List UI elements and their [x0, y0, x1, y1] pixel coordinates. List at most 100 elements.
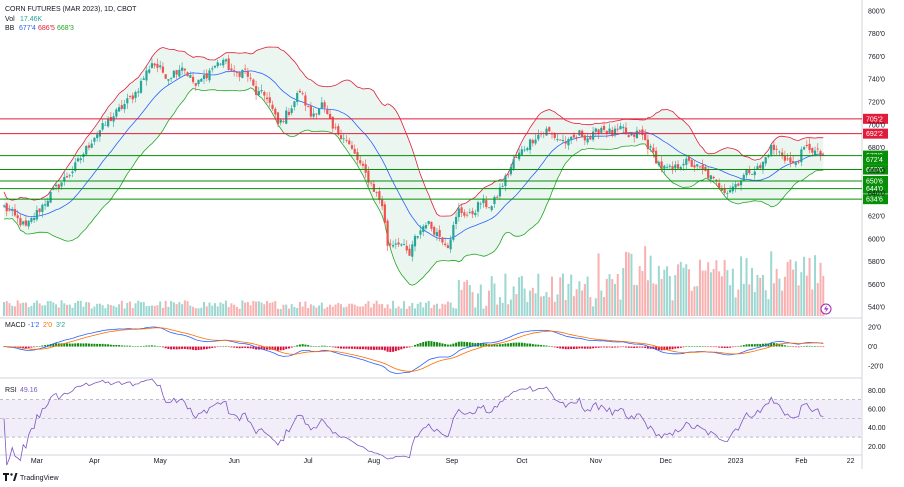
candle [594, 127, 597, 136]
volume-bar [682, 267, 685, 316]
candle [548, 126, 551, 133]
macd-histogram-bar [781, 344, 784, 347]
macd-histogram-bar [164, 346, 167, 349]
candle-body [767, 156, 770, 158]
candle [153, 62, 156, 69]
candle-body [216, 62, 219, 67]
volume-bar [611, 279, 614, 316]
volume-bar [178, 302, 181, 316]
volume-bar [515, 294, 518, 316]
candle [22, 220, 25, 226]
macd-histogram-bar [715, 346, 718, 348]
volume-bar [290, 304, 293, 316]
volume-bar [583, 283, 586, 316]
candle [167, 78, 170, 86]
volume-bar [142, 302, 145, 316]
candle [816, 143, 819, 153]
candle-body [465, 214, 469, 216]
vol-label: Vol [5, 16, 15, 23]
macd-histogram-bar [674, 346, 677, 349]
candle-body [79, 158, 82, 161]
candle [783, 150, 786, 164]
volume-bar [342, 307, 345, 316]
candle [181, 62, 184, 76]
candle [400, 242, 403, 247]
candle [622, 124, 625, 134]
volume-bar [693, 286, 696, 316]
candle [619, 122, 622, 130]
candle [671, 161, 674, 174]
volume-bar [482, 308, 485, 316]
volume-bar [775, 268, 778, 316]
volume-bar [255, 301, 258, 316]
candle-body [312, 113, 315, 117]
candle [274, 107, 277, 120]
macd-histogram-bar [246, 346, 249, 349]
volume-bar [257, 301, 260, 316]
time-tick-label: Oct [516, 458, 527, 465]
macd-histogram-bar [644, 346, 647, 348]
price-axis[interactable]: 800'0 780'0 760'0 740'0 720'0 700'0 680'0 660'0… [868, 8, 885, 311]
candle-body [729, 190, 732, 193]
macd-histogram-bar [260, 346, 263, 350]
candle [402, 239, 406, 246]
lightning-icon[interactable] [820, 303, 832, 315]
candle-body [323, 102, 326, 108]
macd-histogram-bar [578, 346, 581, 349]
candle-body [46, 200, 49, 207]
volume-bar [808, 257, 811, 316]
macd-histogram-bar [709, 346, 712, 348]
volume-bar [507, 304, 510, 316]
macd-histogram-bar [638, 346, 641, 348]
tradingview-logo[interactable]: TradingView [3, 473, 59, 482]
time-axis[interactable]: Mar Apr May Jun Jul Aug Sep Oct Nov Dec 2023 Feb 22 [31, 458, 855, 465]
candle-body [265, 97, 269, 100]
tradingview-logo-text: TradingView [20, 475, 59, 482]
volume-bar [93, 306, 96, 316]
macd-histogram-bar [553, 346, 556, 348]
candle [430, 221, 433, 232]
macd-histogram-bar [589, 346, 592, 349]
volume-bar [348, 303, 351, 316]
price-tick-label: 700'0 [868, 122, 885, 129]
volume-bar [575, 289, 578, 316]
macd-histogram-bar [751, 344, 754, 347]
volume-bar [441, 303, 444, 316]
macd-histogram-bar [605, 346, 608, 348]
macd-histogram-bar [307, 345, 310, 347]
volume-bar [222, 303, 225, 316]
volume-bar [581, 290, 584, 316]
candle [567, 137, 570, 150]
macd-value: -1'2 [28, 322, 40, 329]
candle [720, 185, 723, 191]
candle [115, 107, 118, 119]
time-tick-label: Sep [446, 458, 459, 465]
candle-body [613, 128, 617, 136]
volume-bar [537, 273, 540, 316]
volume-bar [701, 270, 704, 316]
macd-histogram-bar [76, 343, 79, 347]
candle [301, 90, 304, 96]
candle [630, 132, 633, 137]
candle [386, 218, 389, 251]
volume-bar [49, 301, 52, 316]
candle-body [241, 69, 244, 79]
candle-body [718, 183, 721, 189]
macd-line [3, 326, 824, 374]
candle-body [54, 184, 58, 187]
candle-body [745, 169, 748, 176]
candle-body [87, 145, 91, 148]
volume-bar [8, 303, 11, 316]
candle-body [400, 244, 403, 246]
candle-body [707, 169, 710, 179]
macd-histogram-bar [74, 343, 77, 347]
volume-bar [729, 285, 732, 316]
candle-body [74, 162, 77, 171]
candle [13, 203, 17, 218]
candle [419, 225, 422, 239]
candle-body [720, 188, 723, 191]
macd-histogram-bar [35, 346, 38, 347]
price-tick-label: 620'0 [868, 213, 885, 220]
